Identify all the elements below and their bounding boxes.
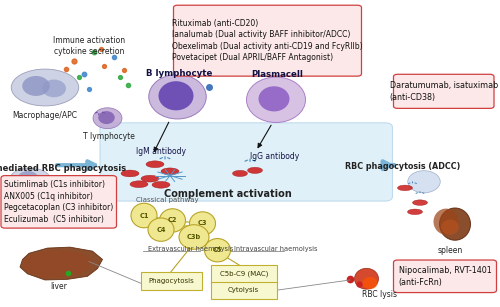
Text: Cytolysis: Cytolysis: [228, 287, 260, 293]
Ellipse shape: [22, 76, 50, 96]
Ellipse shape: [442, 220, 459, 235]
Text: Complement activation: Complement activation: [164, 189, 292, 199]
Text: B lymphocyte: B lymphocyte: [146, 69, 212, 78]
Text: spleen: spleen: [438, 246, 462, 255]
Ellipse shape: [131, 203, 157, 228]
Ellipse shape: [190, 212, 216, 235]
Polygon shape: [22, 250, 92, 278]
Ellipse shape: [160, 209, 186, 232]
Ellipse shape: [158, 81, 194, 111]
Polygon shape: [20, 247, 102, 280]
Text: Immune activation
cytokine secretion: Immune activation cytokine secretion: [53, 36, 125, 56]
Ellipse shape: [258, 86, 290, 111]
FancyBboxPatch shape: [394, 260, 496, 293]
Ellipse shape: [141, 175, 159, 182]
Text: IgM antibody: IgM antibody: [136, 147, 186, 157]
Text: liver: liver: [50, 282, 68, 291]
Text: Classical pathway: Classical pathway: [136, 197, 198, 203]
Ellipse shape: [398, 185, 412, 191]
Text: T lymphocyte: T lymphocyte: [83, 132, 135, 141]
Ellipse shape: [152, 181, 170, 188]
Ellipse shape: [362, 277, 378, 289]
Text: Rituximab (anti-CD20)
Ianalumab (Dual activity BAFF inhibitor/ADCC)
Obexelimab (: Rituximab (anti-CD20) Ianalumab (Dual ac…: [172, 19, 363, 62]
Text: Intravascular haemolysis: Intravascular haemolysis: [234, 246, 318, 252]
Ellipse shape: [130, 181, 148, 188]
Ellipse shape: [44, 182, 56, 186]
Ellipse shape: [408, 209, 422, 215]
Ellipse shape: [149, 74, 206, 119]
FancyBboxPatch shape: [174, 5, 362, 76]
Ellipse shape: [440, 208, 470, 240]
Ellipse shape: [248, 167, 262, 173]
Ellipse shape: [98, 111, 115, 124]
Ellipse shape: [204, 239, 231, 262]
Text: Macrophage/APC: Macrophage/APC: [12, 111, 78, 119]
Text: C5b-C9 (MAC): C5b-C9 (MAC): [220, 270, 268, 277]
Text: Daratumumab, isatuximab
(anti-CD38): Daratumumab, isatuximab (anti-CD38): [390, 81, 498, 102]
Ellipse shape: [146, 161, 164, 168]
Ellipse shape: [408, 171, 440, 193]
Text: C5: C5: [213, 247, 222, 253]
Text: C4: C4: [156, 227, 166, 233]
Text: Sutimlimab (C1s inhibitor)
ANX005 (C1q inhibitor)
Pegcetacoplan (C3 inhibitor)
E: Sutimlimab (C1s inhibitor) ANX005 (C1q i…: [4, 180, 114, 223]
Ellipse shape: [232, 170, 248, 177]
Text: IgG antibody: IgG antibody: [250, 152, 299, 161]
FancyBboxPatch shape: [1, 176, 116, 228]
Ellipse shape: [148, 218, 174, 241]
Ellipse shape: [18, 171, 38, 186]
FancyBboxPatch shape: [140, 272, 202, 290]
Ellipse shape: [161, 168, 179, 175]
FancyBboxPatch shape: [394, 74, 494, 108]
FancyBboxPatch shape: [100, 123, 392, 201]
Ellipse shape: [42, 80, 66, 97]
Text: Plasmacell: Plasmacell: [252, 70, 304, 79]
FancyBboxPatch shape: [210, 265, 277, 283]
Ellipse shape: [246, 77, 306, 122]
FancyBboxPatch shape: [210, 282, 277, 299]
Text: C1: C1: [139, 212, 149, 219]
Text: RBC phagocytosis (ADCC): RBC phagocytosis (ADCC): [345, 162, 460, 171]
Ellipse shape: [121, 170, 139, 177]
Text: Phagocytosis: Phagocytosis: [148, 278, 194, 284]
Ellipse shape: [354, 268, 378, 289]
Text: RBC lysis: RBC lysis: [362, 290, 398, 299]
Ellipse shape: [179, 225, 209, 249]
Ellipse shape: [434, 209, 458, 235]
Text: C3b: C3b: [187, 234, 201, 240]
Text: Extravascular haemolysis: Extravascular haemolysis: [148, 246, 233, 252]
Text: C2: C2: [168, 217, 177, 223]
Text: Nipocalimab, RVT-1401
(anti-FcRn): Nipocalimab, RVT-1401 (anti-FcRn): [398, 266, 492, 286]
Ellipse shape: [93, 108, 122, 129]
Ellipse shape: [11, 69, 79, 106]
Ellipse shape: [412, 200, 428, 205]
Text: C3: C3: [198, 220, 207, 227]
Text: C-mediated RBC phagocytosis: C-mediated RBC phagocytosis: [0, 164, 126, 173]
Ellipse shape: [10, 168, 50, 191]
